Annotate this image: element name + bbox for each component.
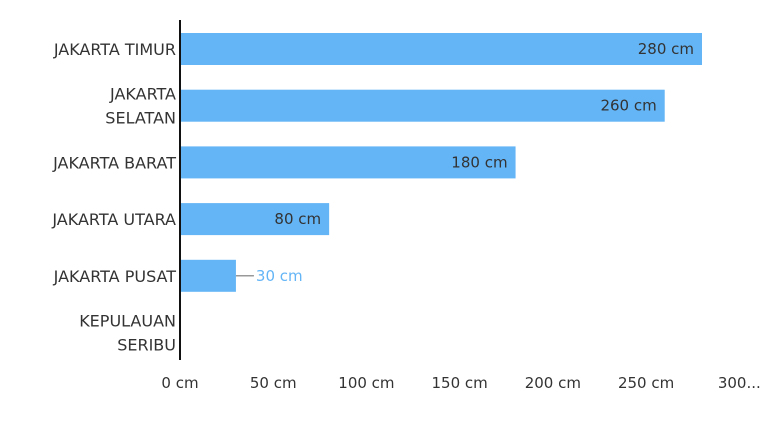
bar [180,203,330,236]
bar [180,259,236,292]
data-label: 260 cm [600,97,656,115]
category-label: JAKARTA TIMUR [53,40,176,59]
bar [180,89,665,122]
x-tick-label: 200 cm [525,374,581,392]
x-tick-label: 100 cm [338,374,394,392]
x-tick-label: 300... [718,374,761,392]
x-tick-label: 50 cm [250,374,297,392]
x-tick-label: 250 cm [618,374,674,392]
x-tick-label: 150 cm [432,374,488,392]
bar [180,33,702,65]
category-label-line: SELATAN [105,109,176,128]
bar [180,146,516,179]
data-label: 280 cm [638,40,694,58]
x-tick-label: 0 cm [161,374,198,392]
category-label-line: SERIBU [117,336,176,355]
category-label-line: JAKARTA [109,85,176,104]
category-label: JAKARTA SELATAN [105,85,176,128]
category-label: JAKARTA PUSAT [53,267,177,286]
category-label-line: JAKARTA TIMUR [53,40,176,59]
data-label: 80 cm [274,210,321,228]
data-label: 30 cm [256,267,303,285]
category-label: KEPULAUAN SERIBU [79,312,176,355]
category-label-line: JAKARTA PUSAT [53,267,177,286]
category-label-line: KEPULAUAN [79,312,176,331]
data-label: 180 cm [451,153,507,171]
category-label-line: JAKARTA BARAT [52,153,176,172]
category-label-line: JAKARTA UTARA [51,210,176,229]
category-label: JAKARTA BARAT [52,153,176,172]
category-label: JAKARTA UTARA [51,210,176,229]
